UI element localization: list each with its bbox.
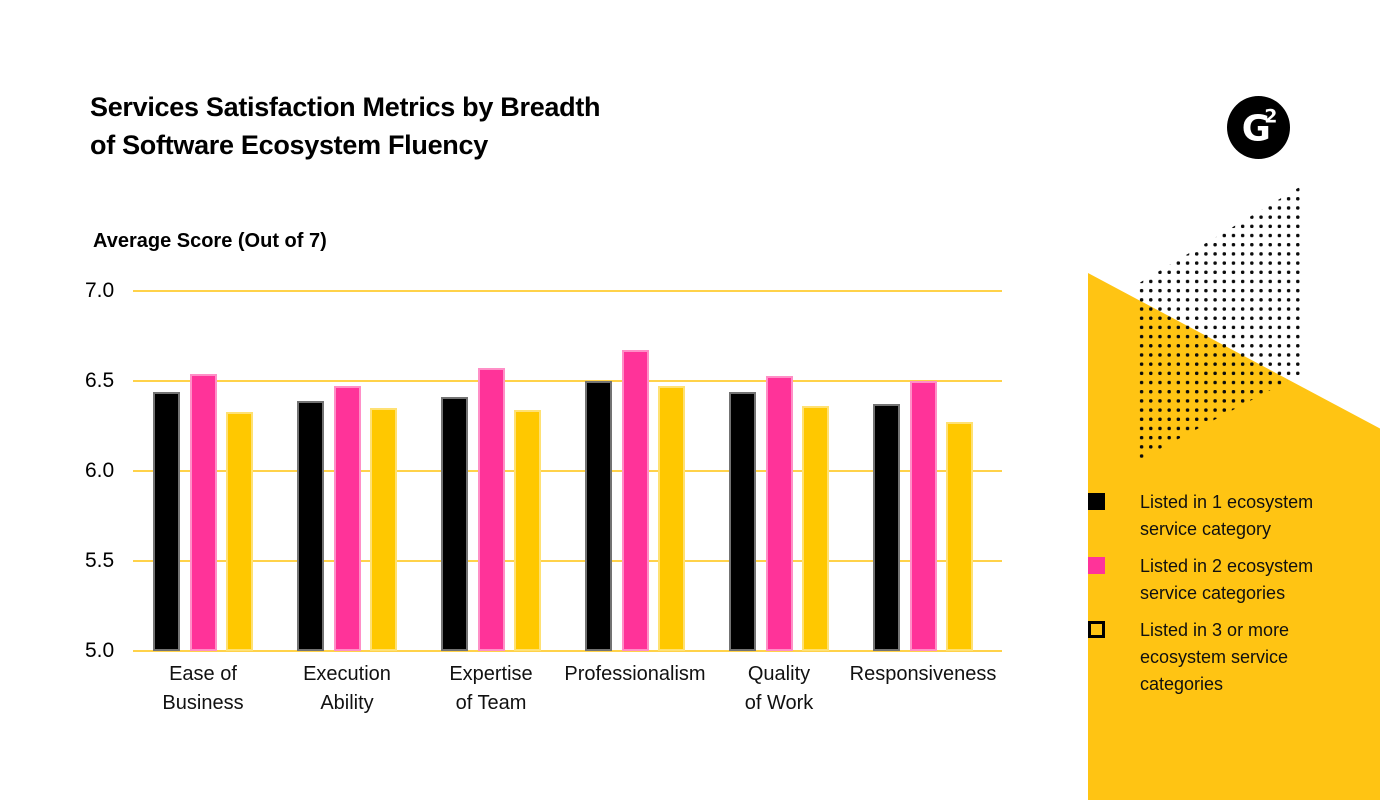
x-axis-label-expertise-of-team: Expertise of Team	[449, 663, 533, 714]
x-axis-label-professionalism: Professionalism	[564, 663, 706, 685]
gridline-5.0	[133, 650, 1002, 652]
legend-swatch-black-icon	[1088, 493, 1105, 510]
y-axis-tick-label: 7.0	[85, 279, 115, 302]
y-axis-tick-label: 6.5	[85, 369, 115, 392]
bar-professionalism-series-1	[585, 381, 612, 651]
bar-quality-of-work-series-2	[766, 375, 793, 651]
y-axis-tick-label: 5.5	[85, 549, 115, 572]
legend-swatch-pink-icon	[1088, 557, 1105, 574]
g2-logo-icon: G 2	[1227, 96, 1290, 159]
bar-professionalism-series-3	[658, 386, 685, 651]
legend-label: Listed in 1 ecosystem service category	[1140, 492, 1314, 539]
legend-label: Listed in 3 or more ecosystem service ca…	[1140, 620, 1290, 694]
bar-quality-of-work-series-1	[729, 391, 756, 651]
x-axis-label-ease-of-business: Ease of Business	[162, 663, 244, 714]
bar-execution-ability-series-3	[370, 408, 397, 651]
bar-expertise-of-team-series-3	[514, 409, 541, 651]
bar-quality-of-work-series-3	[802, 406, 829, 651]
legend-swatch-outline-icon	[1088, 621, 1105, 638]
bar-execution-ability-series-1	[297, 400, 324, 651]
gridline-6.5	[133, 380, 1002, 382]
bar-ease-of-business-series-2	[190, 373, 217, 651]
y-axis-tick-label: 5.0	[85, 639, 115, 662]
bar-professionalism-series-2	[622, 350, 649, 651]
bar-ease-of-business-series-3	[226, 411, 253, 651]
x-axis-label-execution-ability: Execution Ability	[303, 663, 391, 714]
bar-responsiveness-series-1	[873, 404, 900, 651]
bar-ease-of-business-series-1	[153, 391, 180, 651]
legend-item-2-ecosystem: Listed in 2 ecosystem service categories	[1088, 553, 1338, 607]
bar-responsiveness-series-3	[946, 422, 973, 651]
legend-item-1-ecosystem: Listed in 1 ecosystem service category	[1088, 489, 1338, 543]
bar-responsiveness-series-2	[910, 381, 937, 651]
bar-expertise-of-team-series-1	[441, 397, 468, 651]
x-axis-label-quality-of-work: Quality of Work	[744, 663, 814, 714]
legend: Listed in 1 ecosystem service category L…	[1088, 489, 1338, 708]
gridline-7.0	[133, 290, 1002, 292]
bar-execution-ability-series-2	[334, 386, 361, 651]
gridline-6.0	[133, 470, 1002, 472]
legend-item-3-or-more-ecosystem: Listed in 3 or more ecosystem service ca…	[1088, 617, 1338, 698]
page-title: Services Satisfaction Metrics by Breadth…	[90, 92, 601, 160]
bar-expertise-of-team-series-2	[478, 368, 505, 651]
svg-text:G: G	[1242, 108, 1271, 149]
svg-text:2: 2	[1264, 107, 1277, 128]
y-axis-tick-label: 6.0	[85, 459, 115, 482]
legend-label: Listed in 2 ecosystem service categories	[1140, 556, 1314, 603]
y-axis-title: Average Score (Out of 7)	[93, 230, 327, 252]
x-axis-label-responsiveness: Responsiveness	[849, 663, 997, 685]
gridline-5.5	[133, 560, 1002, 562]
